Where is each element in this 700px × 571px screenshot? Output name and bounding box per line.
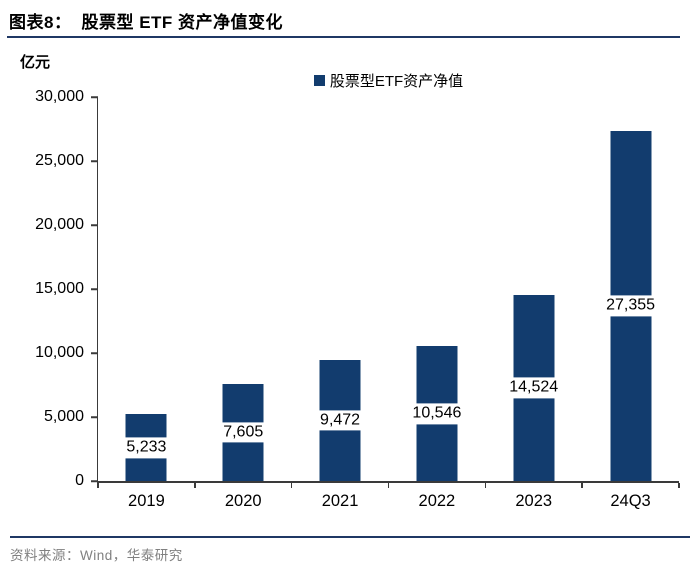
y-tick-label: 25,000	[35, 152, 84, 169]
figure-tag: 图表8：	[9, 13, 72, 32]
bar-value-label: 5,233	[122, 437, 171, 458]
x-axis-tick	[387, 483, 390, 488]
legend: 股票型ETF资产净值	[98, 70, 679, 91]
legend-label: 股票型ETF资产净值	[329, 73, 464, 90]
y-tick-label: 30,000	[35, 88, 84, 105]
bars-container: 5,233 7,605 9,472 10,546 14,524 27,355	[98, 97, 679, 481]
x-tick-label: 2020	[224, 492, 262, 510]
bar-slot: 10,546	[388, 97, 485, 481]
x-axis-tick	[484, 483, 487, 488]
y-axis-tick	[91, 96, 98, 98]
footer-rule	[10, 536, 690, 538]
source-note: 资料来源：Wind，华泰研究	[10, 548, 183, 563]
y-axis-tick	[91, 224, 98, 226]
x-tick-label: 24Q3	[610, 492, 651, 510]
y-tick-label: 5,000	[43, 408, 84, 425]
figure-header: 图表8： 股票型 ETF 资产净值变化	[9, 8, 283, 33]
y-axis-tick	[91, 160, 98, 162]
bar-value-label: 14,524	[505, 377, 563, 399]
bar-value-label: 9,472	[316, 409, 365, 431]
bar-slot: 5,233	[98, 97, 195, 481]
bar-slot: 9,472	[292, 97, 389, 481]
y-axis-tick	[91, 480, 98, 482]
figure-title: 股票型 ETF 资产净值变化	[81, 13, 284, 32]
y-tick-label: 10,000	[35, 344, 84, 361]
y-axis-line	[96, 97, 98, 483]
plot-area: 5,233 7,605 9,472 10,546 14,524 27,355 2019 20…	[35, 88, 680, 510]
bar-value-label: 27,355	[602, 295, 660, 317]
x-axis-labels: 2019 2020 2021 2022 2023 24Q3	[98, 492, 679, 511]
x-tick-label: 2023	[515, 492, 553, 510]
x-tick-label: 2022	[418, 492, 456, 510]
y-axis-unit-label: 亿元	[20, 54, 51, 71]
x-tick-label: 2019	[128, 492, 165, 510]
y-tick-label: 20,000	[35, 216, 84, 233]
y-axis-tick	[91, 288, 98, 290]
x-axis-tick	[290, 483, 293, 488]
legend-swatch-icon	[313, 75, 325, 86]
bar-value-label: 7,605	[219, 421, 268, 443]
x-axis-tick	[194, 483, 196, 488]
x-axis-tick	[97, 483, 99, 488]
y-tick-label: 0	[75, 472, 84, 489]
bar-slot: 27,355	[582, 97, 679, 481]
x-tick-label: 2021	[321, 492, 359, 510]
x-axis-tick	[581, 483, 583, 488]
y-axis-tick	[91, 352, 98, 354]
bar-value-label: 10,546	[408, 403, 466, 424]
header-rule	[7, 36, 680, 38]
x-axis-tick	[678, 483, 680, 488]
bar-slot: 7,605	[195, 97, 292, 481]
x-axis-line	[98, 481, 679, 483]
y-tick-label: 15,000	[35, 280, 84, 297]
y-axis-tick	[91, 416, 98, 418]
bar-slot: 14,524	[485, 97, 582, 481]
